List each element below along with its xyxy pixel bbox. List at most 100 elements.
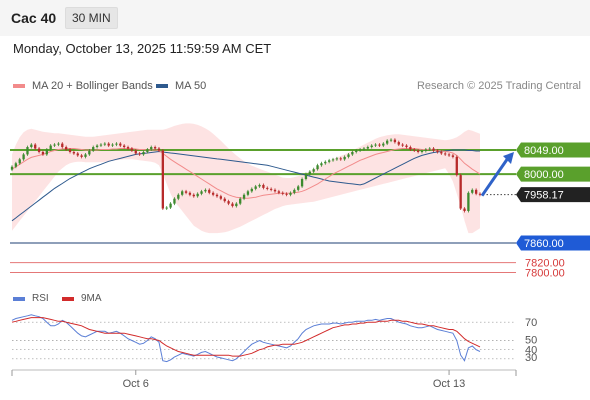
candle bbox=[347, 152, 350, 159]
candle bbox=[440, 150, 443, 155]
legend-ma20: MA 20 + Bollinger Bands bbox=[13, 80, 153, 92]
level-label-3: 7860.00 bbox=[516, 235, 590, 251]
candle bbox=[413, 148, 416, 152]
candle bbox=[304, 172, 308, 181]
candle bbox=[22, 152, 25, 161]
candle bbox=[312, 167, 315, 174]
candle bbox=[134, 149, 137, 155]
level-label-text-4: 7820.00 bbox=[525, 258, 565, 270]
candle bbox=[235, 202, 238, 208]
level-label-2: 7958.17 bbox=[516, 187, 590, 203]
level-label-text-3: 7860.00 bbox=[524, 238, 564, 250]
candle bbox=[451, 153, 455, 159]
candle bbox=[389, 138, 393, 143]
candle bbox=[444, 151, 447, 156]
candle bbox=[393, 138, 397, 144]
candle bbox=[227, 199, 230, 206]
legend-9ma-label: 9MA bbox=[81, 293, 102, 304]
ma20-swatch bbox=[13, 84, 25, 88]
candle bbox=[192, 193, 195, 198]
candle bbox=[397, 140, 400, 147]
candle bbox=[146, 148, 149, 154]
candle bbox=[18, 157, 21, 165]
candle bbox=[157, 147, 161, 152]
level-label-4: 7820.00 bbox=[525, 258, 565, 270]
candle bbox=[343, 155, 346, 161]
candle bbox=[10, 165, 14, 172]
level-label-text-0: 8049.00 bbox=[524, 145, 564, 157]
candle bbox=[293, 188, 296, 195]
candle bbox=[188, 191, 192, 197]
candle bbox=[246, 189, 250, 197]
candle bbox=[358, 148, 362, 152]
candle bbox=[153, 145, 157, 150]
candle bbox=[478, 192, 482, 197]
candle bbox=[378, 143, 381, 148]
candle bbox=[273, 188, 277, 193]
candle bbox=[223, 197, 226, 203]
candle bbox=[92, 145, 95, 152]
candle bbox=[84, 152, 87, 159]
candle bbox=[366, 145, 369, 150]
candle bbox=[68, 148, 72, 154]
candle bbox=[424, 148, 428, 153]
candle bbox=[34, 143, 37, 150]
candle bbox=[88, 149, 91, 156]
bollinger-bands bbox=[12, 123, 480, 234]
candle bbox=[41, 150, 45, 156]
candle bbox=[320, 161, 323, 167]
candle bbox=[463, 207, 466, 213]
candle bbox=[254, 184, 257, 191]
level-label-0: 8049.00 bbox=[516, 142, 590, 158]
arrow-head bbox=[503, 152, 514, 164]
candle bbox=[266, 186, 269, 191]
legend-rsi: RSI bbox=[13, 293, 49, 304]
legend-9ma: 9MA bbox=[62, 293, 102, 304]
candle bbox=[111, 143, 114, 148]
candle bbox=[53, 143, 56, 148]
candle bbox=[161, 149, 165, 211]
candle bbox=[471, 188, 474, 195]
rsi-tick-40: 40 bbox=[525, 345, 537, 357]
candle bbox=[150, 145, 153, 151]
level-label-text-2: 7958.17 bbox=[524, 190, 564, 202]
rsi-swatch bbox=[13, 296, 25, 301]
candle bbox=[211, 191, 215, 197]
candle bbox=[130, 147, 134, 152]
moving-averages bbox=[11, 148, 481, 222]
candle bbox=[64, 145, 68, 151]
candle bbox=[57, 142, 60, 147]
ma9-swatch bbox=[62, 296, 74, 301]
candle bbox=[14, 161, 18, 169]
level-label-5: 7800.00 bbox=[525, 268, 565, 280]
research-credit: Research © 2025 Trading Central bbox=[416, 80, 581, 92]
candle bbox=[45, 148, 48, 156]
candle bbox=[250, 187, 253, 193]
candle bbox=[420, 149, 424, 154]
candle bbox=[61, 142, 64, 149]
rsi-line bbox=[11, 314, 481, 363]
candle bbox=[316, 163, 319, 171]
ma50-line bbox=[11, 149, 480, 222]
candle bbox=[401, 143, 404, 148]
timeframe-button[interactable]: 30 MIN bbox=[65, 7, 118, 29]
candle bbox=[308, 170, 311, 176]
arrow-shaft bbox=[480, 157, 510, 197]
candle bbox=[103, 142, 106, 147]
candle bbox=[467, 191, 470, 213]
chart-datetime: Monday, October 13, 2025 11:59:59 AM CET bbox=[13, 41, 272, 56]
candle bbox=[351, 150, 354, 156]
candle bbox=[49, 144, 52, 151]
candle bbox=[335, 156, 339, 161]
instrument-title: Cac 40 bbox=[11, 10, 57, 26]
x-tick-label-0: Oct 6 bbox=[123, 378, 149, 390]
candle bbox=[474, 188, 478, 196]
bollinger-band-fill bbox=[12, 123, 480, 234]
candle bbox=[30, 143, 33, 149]
candle bbox=[289, 191, 292, 197]
candle bbox=[119, 142, 122, 148]
rsi-tick-30: 30 bbox=[525, 352, 537, 364]
candle bbox=[99, 143, 103, 148]
